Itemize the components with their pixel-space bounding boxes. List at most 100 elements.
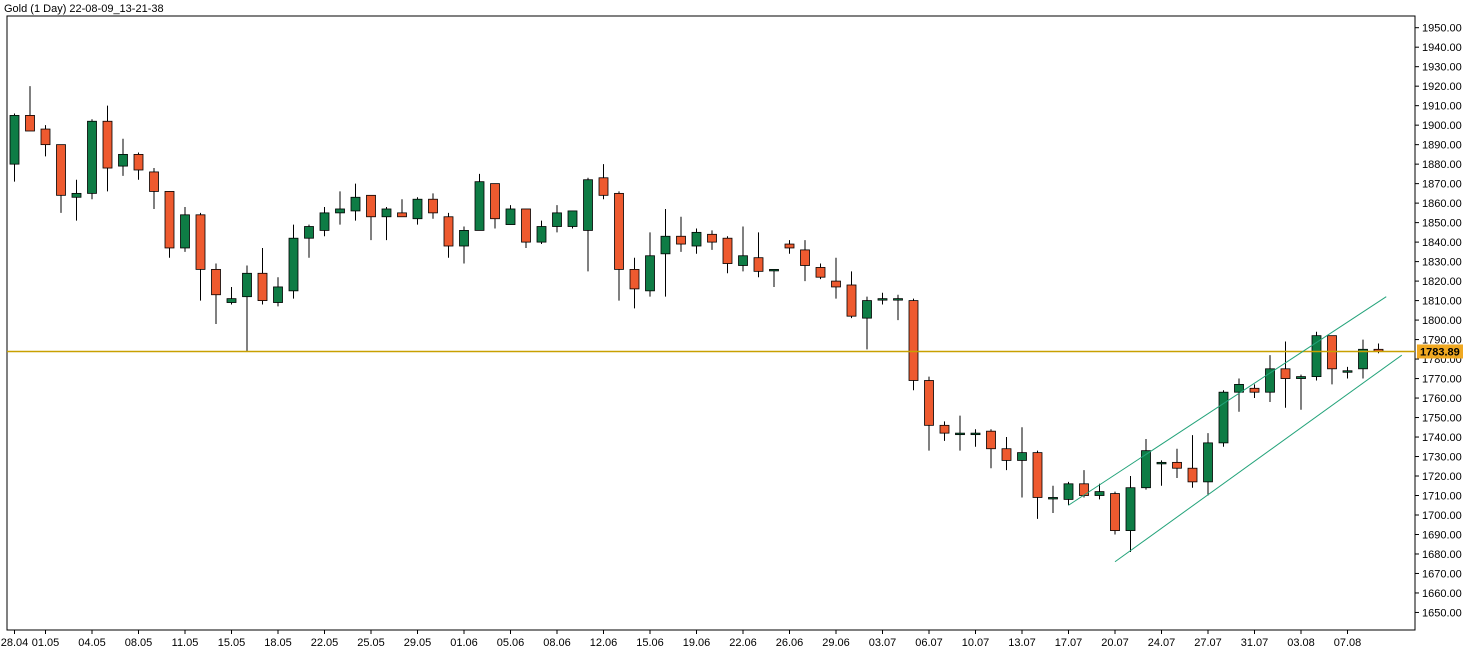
candle-body-bearish (831, 280, 841, 288)
x-tick-label: 03.07 (869, 637, 897, 649)
candle-body-bearish (598, 177, 609, 196)
candle-body-bullish (242, 272, 252, 298)
title-box (0, 0, 166, 15)
y-tick-label: 1660.00 (1422, 588, 1462, 600)
x-tick-label: 15.05 (218, 637, 246, 649)
candle-body-bullish (273, 286, 283, 303)
candle-body-bearish (428, 198, 438, 214)
candle (211, 263, 221, 324)
candle-body-bearish (102, 120, 113, 169)
candle-body-bearish (25, 115, 35, 132)
candle (908, 298, 919, 391)
candle (753, 232, 764, 278)
candle-body-bearish (986, 430, 996, 450)
candle (412, 197, 423, 225)
x-tick-label: 10.07 (962, 637, 990, 649)
y-tick-label: 1810.00 (1422, 296, 1462, 308)
candle-body-bullish (1125, 487, 1136, 531)
candle-body-bullish (288, 237, 299, 292)
candle (490, 183, 500, 229)
x-tick-label: 18.05 (264, 637, 292, 649)
candle-body-bearish (1327, 335, 1337, 370)
y-tick-label: 1910.00 (1422, 101, 1462, 113)
candle (1048, 485, 1058, 514)
candle (288, 224, 299, 299)
y-tick-label: 1880.00 (1422, 159, 1462, 171)
candle-body-bearish (149, 171, 159, 192)
candle (521, 208, 531, 248)
candle (428, 193, 438, 219)
x-tick-label: 29.05 (404, 637, 432, 649)
x-tick-label: 08.05 (125, 637, 153, 649)
candle-body-bearish (211, 268, 221, 296)
candle-body-bullish (350, 196, 361, 212)
candle (1327, 335, 1337, 385)
candle (583, 177, 593, 272)
y-tick-label: 1710.00 (1422, 491, 1462, 503)
candle-body-bullish (1156, 461, 1167, 465)
candle-body-bullish (970, 432, 981, 436)
candle-body-bullish (87, 120, 97, 194)
x-tick-label: 03.08 (1287, 637, 1315, 649)
candle-body-bearish (676, 235, 686, 245)
x-tick-label: 05.06 (497, 637, 525, 649)
candle (707, 230, 717, 250)
candle (846, 271, 857, 319)
candle (195, 212, 206, 301)
y-tick-label: 1900.00 (1422, 120, 1462, 132)
candle-body-bearish (722, 237, 733, 264)
candle (691, 228, 702, 254)
candle (1001, 437, 1012, 471)
y-tick-label: 1680.00 (1422, 549, 1462, 561)
y-tick-label: 1690.00 (1422, 529, 1462, 541)
candle-body-bullish (304, 226, 314, 239)
candle (1280, 341, 1291, 408)
channel-lower-line (1114, 354, 1403, 563)
candle-body-bearish (1110, 493, 1120, 531)
candle (1141, 438, 1151, 490)
y-tick-label: 1760.00 (1422, 393, 1462, 405)
y-tick-label: 1720.00 (1422, 471, 1462, 483)
candle (1358, 339, 1368, 379)
candle (1218, 390, 1229, 447)
y-tick-label: 1840.00 (1422, 237, 1462, 249)
x-tick-label: 01.05 (32, 637, 60, 649)
x-tick-label: 19.06 (683, 637, 711, 649)
candle-body-bullish (955, 432, 965, 436)
candle-body-bullish (459, 230, 469, 247)
candle-body-bullish (536, 226, 547, 243)
candle (784, 240, 795, 254)
candle (335, 191, 345, 225)
candle (397, 199, 407, 218)
candle (1017, 427, 1027, 498)
candle-body-bearish (443, 216, 454, 247)
x-tick-label: 08.06 (543, 637, 571, 649)
candle (40, 125, 51, 157)
candle (366, 194, 376, 241)
x-tick-label: 31.07 (1241, 637, 1269, 649)
y-tick-label: 1700.00 (1422, 510, 1462, 522)
candle-body-bullish (1203, 442, 1213, 483)
x-tick-label: 12.06 (590, 637, 618, 649)
candle-body-bearish (195, 214, 206, 270)
candle-body-bearish (366, 194, 376, 218)
candle (567, 210, 578, 229)
candle-body-bearish (614, 192, 624, 270)
candle-body-bullish (505, 208, 516, 225)
candle (939, 421, 950, 441)
candle (474, 173, 485, 231)
candle-body-bearish (1249, 387, 1260, 393)
x-tick-label: 22.05 (311, 637, 339, 649)
candle (800, 240, 810, 282)
candle (319, 207, 330, 237)
y-tick-label: 1750.00 (1422, 413, 1462, 425)
candle-body-bullish (1017, 452, 1027, 461)
candle-body-bullish (412, 198, 423, 220)
x-tick-label: 28.04 (1, 637, 29, 649)
candle-body-bullish (877, 298, 888, 301)
y-tick-label: 1770.00 (1422, 374, 1462, 386)
candle (505, 205, 516, 225)
candle (598, 164, 609, 200)
y-tick-label: 1950.00 (1422, 23, 1462, 35)
